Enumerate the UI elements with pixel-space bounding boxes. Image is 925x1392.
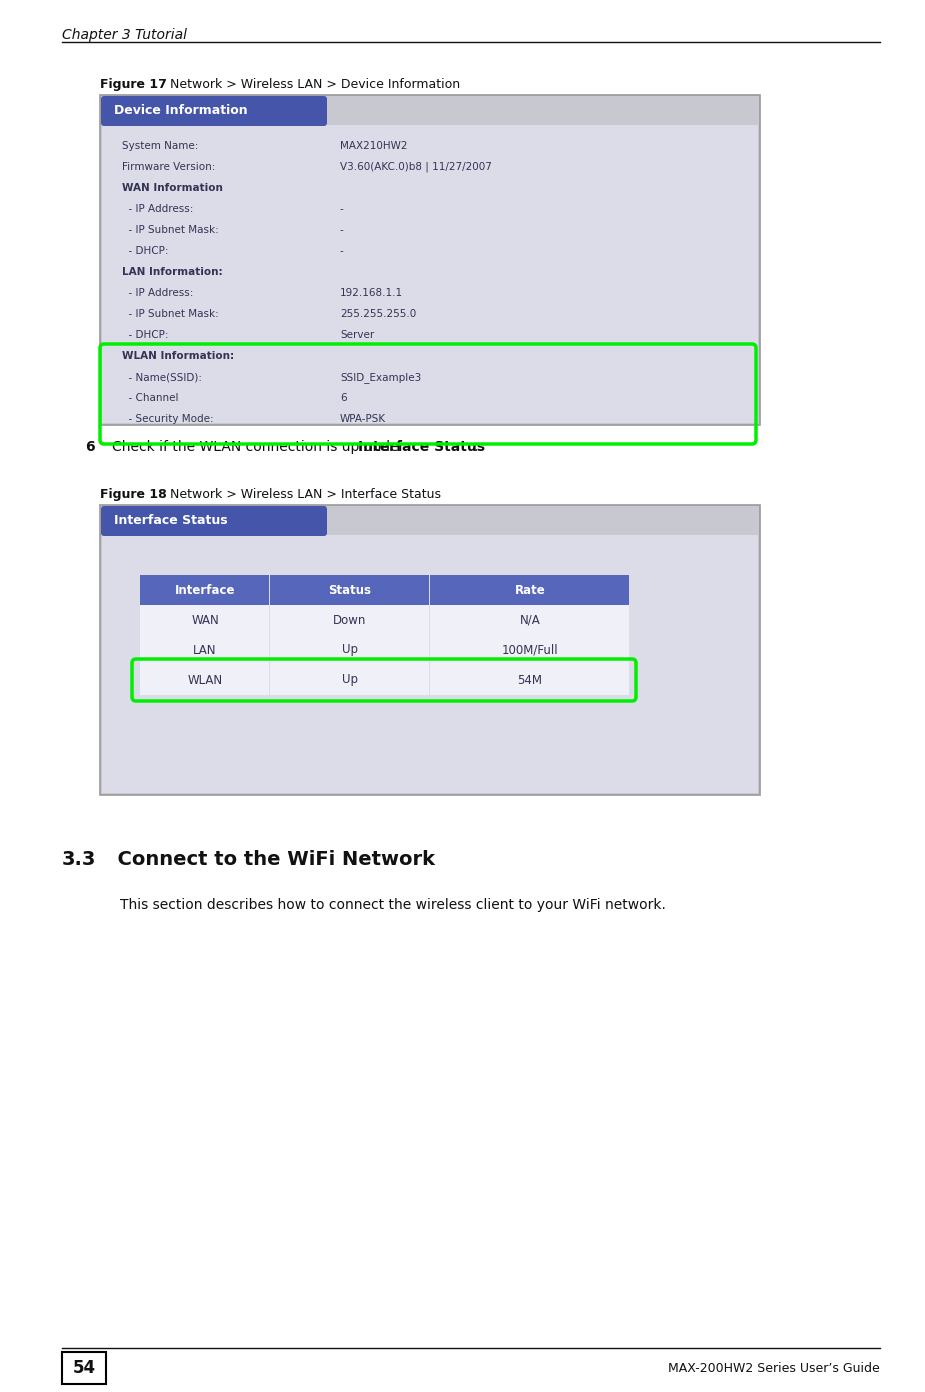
- Text: LAN: LAN: [193, 643, 216, 657]
- Bar: [270, 606, 429, 635]
- Bar: [100, 505, 760, 795]
- Text: 6: 6: [340, 393, 347, 404]
- Text: Up: Up: [342, 674, 358, 686]
- Text: - IP Address:: - IP Address:: [122, 288, 193, 298]
- Bar: [270, 665, 429, 695]
- Bar: [270, 635, 429, 665]
- Text: Interface Status: Interface Status: [358, 440, 485, 454]
- Text: N/A: N/A: [520, 614, 540, 626]
- Text: Rate: Rate: [514, 583, 546, 597]
- Text: Network > Wireless LAN > Device Information: Network > Wireless LAN > Device Informat…: [158, 78, 460, 90]
- Bar: [100, 95, 760, 425]
- Text: - IP Address:: - IP Address:: [122, 205, 193, 214]
- Text: WLAN: WLAN: [188, 674, 223, 686]
- Bar: [430, 606, 629, 635]
- Text: -: -: [340, 246, 344, 256]
- Bar: [430, 635, 629, 665]
- Text: - Security Mode:: - Security Mode:: [122, 413, 214, 425]
- FancyBboxPatch shape: [101, 96, 327, 127]
- Text: Network > Wireless LAN > Interface Status: Network > Wireless LAN > Interface Statu…: [158, 489, 441, 501]
- Text: Figure 18: Figure 18: [100, 489, 166, 501]
- Text: This section describes how to connect the wireless client to your WiFi network.: This section describes how to connect th…: [120, 898, 666, 912]
- Bar: [140, 665, 269, 695]
- Text: Down: Down: [333, 614, 366, 626]
- Text: - DHCP:: - DHCP:: [122, 246, 168, 256]
- Text: System Name:: System Name:: [122, 141, 198, 150]
- Bar: [140, 606, 269, 635]
- Text: 192.168.1.1: 192.168.1.1: [340, 288, 403, 298]
- Text: WLAN Information:: WLAN Information:: [122, 351, 234, 361]
- Text: SSID_Example3: SSID_Example3: [340, 372, 421, 383]
- Text: Up: Up: [342, 643, 358, 657]
- Bar: [270, 575, 429, 606]
- Bar: [62, 1352, 106, 1384]
- Text: MAX-200HW2 Series User’s Guide: MAX-200HW2 Series User’s Guide: [668, 1361, 880, 1374]
- Text: -: -: [340, 205, 344, 214]
- Bar: [430, 665, 629, 695]
- Text: Status: Status: [328, 583, 372, 597]
- Text: WAN: WAN: [191, 614, 219, 626]
- Text: Interface Status: Interface Status: [114, 515, 228, 528]
- Text: Device Information: Device Information: [114, 104, 248, 117]
- Text: 54M: 54M: [517, 674, 542, 686]
- Bar: [102, 125, 758, 423]
- Text: Interface: Interface: [175, 583, 235, 597]
- Bar: [430, 575, 629, 606]
- Text: 3.3: 3.3: [62, 851, 96, 869]
- Bar: [140, 575, 269, 606]
- Text: 6: 6: [85, 440, 94, 454]
- Text: Chapter 3 Tutorial: Chapter 3 Tutorial: [62, 28, 187, 42]
- Text: Server: Server: [340, 330, 375, 340]
- Text: .: .: [474, 440, 477, 454]
- Bar: [140, 635, 269, 665]
- Text: 255.255.255.0: 255.255.255.0: [340, 309, 416, 319]
- Text: V3.60(AKC.0)b8 | 11/27/2007: V3.60(AKC.0)b8 | 11/27/2007: [340, 161, 492, 173]
- Text: - Channel: - Channel: [122, 393, 179, 404]
- Text: Connect to the WiFi Network: Connect to the WiFi Network: [104, 851, 435, 869]
- Text: MAX210HW2: MAX210HW2: [340, 141, 408, 150]
- Bar: [102, 535, 758, 793]
- Text: Check if the WLAN connection is up under: Check if the WLAN connection is up under: [112, 440, 409, 454]
- Text: 54: 54: [72, 1359, 95, 1377]
- Text: -: -: [340, 226, 344, 235]
- Text: - Name(SSID):: - Name(SSID):: [122, 372, 202, 381]
- Text: Figure 17: Figure 17: [100, 78, 166, 90]
- Text: Firmware Version:: Firmware Version:: [122, 161, 216, 173]
- Text: - IP Subnet Mask:: - IP Subnet Mask:: [122, 226, 218, 235]
- Text: - DHCP:: - DHCP:: [122, 330, 168, 340]
- Text: LAN Information:: LAN Information:: [122, 267, 223, 277]
- Text: WAN Information: WAN Information: [122, 182, 223, 193]
- Text: WPA-PSK: WPA-PSK: [340, 413, 386, 425]
- Text: - IP Subnet Mask:: - IP Subnet Mask:: [122, 309, 218, 319]
- FancyBboxPatch shape: [101, 507, 327, 536]
- Text: 100M/Full: 100M/Full: [501, 643, 559, 657]
